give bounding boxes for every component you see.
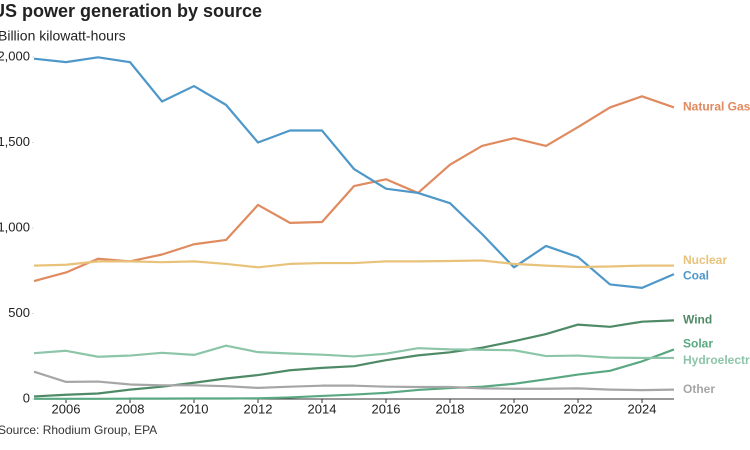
series-label: Natural Gas <box>683 100 750 114</box>
series-line <box>33 259 674 269</box>
source-note: Source: Rhodium Group, EPA <box>0 423 157 437</box>
series-label: Coal <box>683 268 709 282</box>
x-tick-label: 2014 <box>308 401 337 416</box>
chart-subtitle: Billion kilowatt-hours <box>0 28 126 44</box>
x-tick-label: 2012 <box>244 401 273 416</box>
y-tick-label: 1,500 <box>0 134 30 149</box>
x-tick-label: 2010 <box>180 401 209 416</box>
series-line <box>33 95 675 283</box>
y-tick-label: 1,000 <box>0 219 30 234</box>
series-label: Solar <box>683 337 713 351</box>
chart-title: US power generation by source <box>0 1 262 21</box>
x-tick-label: 2024 <box>628 401 657 416</box>
series-line <box>33 344 674 360</box>
series-line <box>34 348 675 400</box>
series-label: Wind <box>683 313 712 327</box>
x-tick-label: 2018 <box>436 401 465 416</box>
x-tick-label: 2020 <box>500 401 529 416</box>
series-line <box>33 370 675 392</box>
series-line <box>33 319 675 398</box>
x-tick-label: 2022 <box>564 401 593 416</box>
series-label: Hydroelectric <box>683 353 750 367</box>
x-tick-label: 2008 <box>116 401 145 416</box>
x-tick-label: 2016 <box>372 401 401 416</box>
series-label: Other <box>683 382 715 396</box>
x-tick-label: 2006 <box>52 401 81 416</box>
series-line <box>33 56 675 289</box>
series-label: Nuclear <box>683 253 727 267</box>
y-tick-label: 0 <box>23 390 30 405</box>
y-tick-label: 500 <box>8 305 30 320</box>
y-tick-label: 2,000 <box>0 48 30 63</box>
